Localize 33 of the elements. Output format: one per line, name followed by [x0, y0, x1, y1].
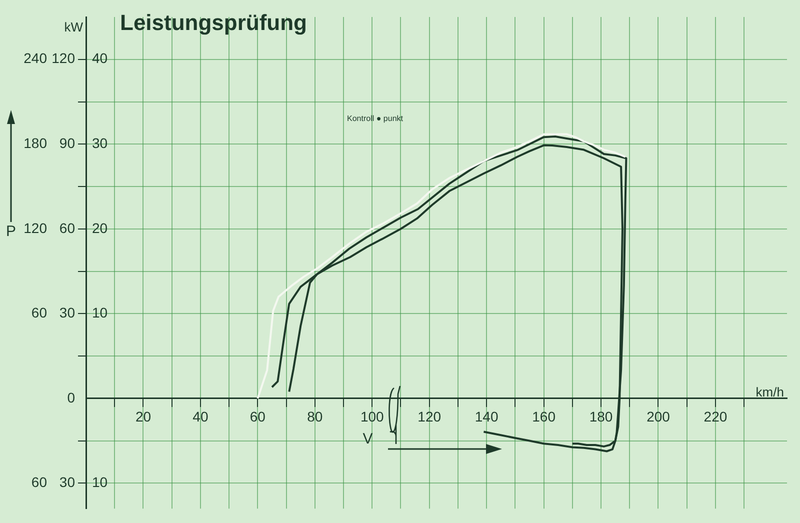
x-tick-label: 20 — [135, 408, 152, 425]
annotation: Kontroll ● punkt — [347, 114, 404, 124]
text: kW — [64, 20, 84, 35]
x-tick-label: 140 — [474, 408, 498, 425]
y3-tick-label: 40 — [92, 50, 108, 66]
x-tick-label: 40 — [192, 408, 208, 425]
y-tick-label: 90 — [59, 134, 76, 151]
y2-tick-label: 60 — [31, 304, 48, 321]
x-axis-title: V — [362, 430, 373, 448]
y3-tick-label: 10 — [92, 474, 108, 490]
y2-tick-label: 240 — [24, 50, 48, 66]
y2-tick-label: 60 — [31, 474, 48, 490]
annotation: km/h — [756, 384, 784, 400]
x-tick-label: 100 — [360, 408, 384, 425]
y2-tick-label: 180 — [24, 134, 48, 151]
x-tick-label: 120 — [418, 408, 442, 425]
y2-axis-title: P — [6, 223, 16, 240]
y-tick-label: 0 — [67, 389, 76, 406]
y3-tick-label: 10 — [92, 304, 108, 321]
x-tick-label: 180 — [589, 408, 613, 425]
x-tick-label: 200 — [646, 408, 670, 425]
y-tick-label: 120 — [52, 50, 76, 66]
y-tick-label: 60 — [59, 220, 76, 236]
y-tick-label: 30 — [59, 474, 76, 490]
y-tick-label: 30 — [59, 304, 76, 321]
y3-tick-label: 30 — [92, 134, 108, 151]
x-tick-label: 220 — [704, 408, 728, 425]
y2-tick-label: 120 — [24, 220, 48, 236]
x-tick-label: 80 — [307, 408, 323, 425]
y3-tick-label: 20 — [92, 220, 108, 236]
x-tick-label: 160 — [532, 408, 556, 425]
x-tick-label: 60 — [250, 408, 266, 425]
chart-title: Leistungsprüfung — [120, 10, 307, 36]
